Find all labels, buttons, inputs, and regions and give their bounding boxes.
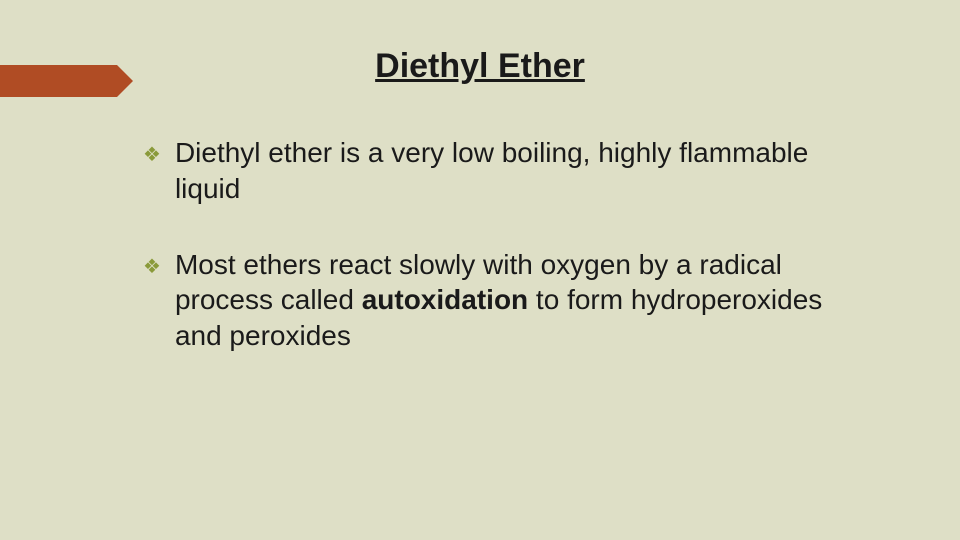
bullet-text: Diethyl ether is a very low boiling, hig… — [175, 135, 870, 207]
diamond-bullet-icon: ❖ — [143, 249, 161, 285]
bullet-text: Most ethers react slowly with oxygen by … — [175, 247, 870, 354]
diamond-bullet-icon: ❖ — [143, 137, 161, 173]
bullet-item: ❖ Diethyl ether is a very low boiling, h… — [143, 135, 870, 207]
bullet-item: ❖ Most ethers react slowly with oxygen b… — [143, 247, 870, 354]
slide: Diethyl Ether ❖ Diethyl ether is a very … — [0, 0, 960, 540]
slide-title: Diethyl Ether — [0, 47, 960, 86]
slide-content: ❖ Diethyl ether is a very low boiling, h… — [143, 135, 870, 394]
